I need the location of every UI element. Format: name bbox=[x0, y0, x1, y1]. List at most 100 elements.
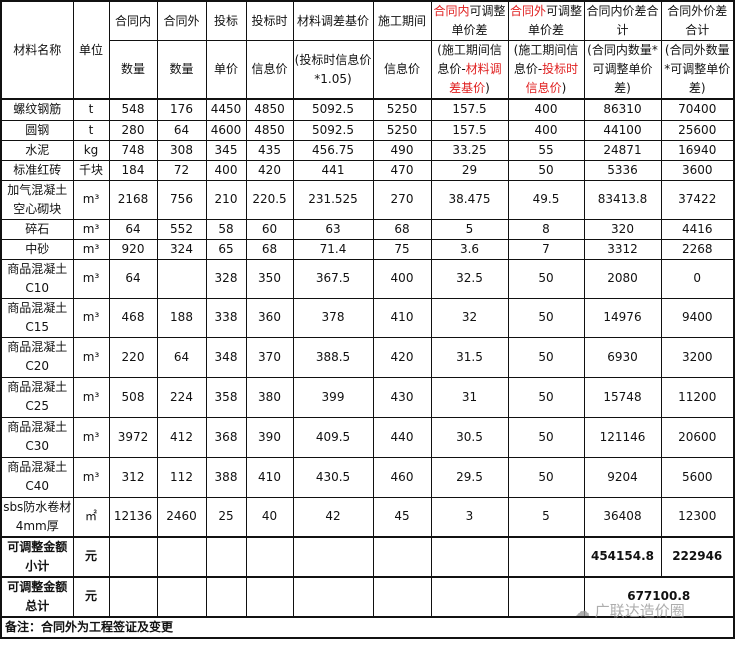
value-cell: 121146 bbox=[583, 416, 662, 458]
table-row: 中砂 m³ 920 324 65 68 71.4 75 3.6 7 3312 2268 bbox=[0, 238, 735, 260]
table-body: 螺纹钢筋 t 548 176 4450 4850 5092.5 5250 157.5 400 863… bbox=[0, 98, 735, 537]
unit-cell: m³ bbox=[72, 179, 110, 220]
value-cell: 224 bbox=[156, 376, 207, 418]
unit-cell: m³ bbox=[72, 416, 110, 458]
value-cell: 378 bbox=[292, 297, 374, 338]
value-cell: 31.5 bbox=[430, 336, 509, 378]
value-cell: 37422 bbox=[660, 179, 735, 220]
value-cell: 350 bbox=[245, 258, 294, 299]
value-cell: 64 bbox=[108, 218, 158, 240]
header-col: 投标时 bbox=[245, 0, 294, 41]
value-cell: 38.475 bbox=[430, 179, 509, 220]
value-cell: 50 bbox=[507, 336, 585, 378]
header-in-total-sub: (合同内数量*可调整单价差) bbox=[583, 40, 662, 100]
value-cell: 390 bbox=[245, 416, 294, 458]
value-cell: 50 bbox=[507, 376, 585, 418]
value-cell: 63 bbox=[292, 218, 374, 240]
value-cell: 5 bbox=[430, 218, 509, 240]
value-cell: 338 bbox=[205, 297, 247, 338]
value-cell: 29.5 bbox=[430, 456, 509, 498]
header-out-total: 合同外价差合计 bbox=[660, 0, 735, 41]
value-cell: 400 bbox=[507, 119, 585, 141]
value-cell: 12136 bbox=[108, 496, 158, 537]
value-cell: 220 bbox=[108, 336, 158, 378]
header-in-diff: 合同内可调整单价差 bbox=[430, 0, 509, 41]
value-cell: 430.5 bbox=[292, 456, 374, 498]
unit-cell: kg bbox=[72, 139, 110, 161]
value-cell: 3.6 bbox=[430, 238, 509, 260]
value-cell: 112 bbox=[156, 456, 207, 498]
value-cell: 86310 bbox=[583, 98, 662, 121]
material-name-cell: 水泥 bbox=[0, 139, 74, 161]
value-cell: 45 bbox=[372, 496, 432, 537]
value-cell: 368 bbox=[205, 416, 247, 458]
value-cell: 3200 bbox=[660, 336, 735, 378]
value-cell: 157.5 bbox=[430, 98, 509, 121]
header-col: 施工期间 bbox=[372, 0, 432, 41]
value-cell bbox=[156, 258, 207, 299]
value-cell: 65 bbox=[205, 238, 247, 260]
formula-red: 材料调差基价 bbox=[449, 62, 502, 95]
material-name-cell: 商品混凝土C20 bbox=[0, 336, 74, 378]
value-cell: 400 bbox=[507, 98, 585, 121]
value-cell: 348 bbox=[205, 336, 247, 378]
header-col: 合同内 bbox=[108, 0, 158, 41]
material-name-cell: 商品混凝土C15 bbox=[0, 297, 74, 338]
value-cell: 399 bbox=[292, 376, 374, 418]
value-cell: 280 bbox=[108, 119, 158, 141]
value-cell: 3972 bbox=[108, 416, 158, 458]
value-cell: 50 bbox=[507, 297, 585, 338]
value-cell: 324 bbox=[156, 238, 207, 260]
value-cell: 748 bbox=[108, 139, 158, 161]
value-cell: 9400 bbox=[660, 297, 735, 338]
header-col: 合同外 bbox=[156, 0, 207, 41]
value-cell: 50 bbox=[507, 159, 585, 181]
value-cell: 388 bbox=[205, 456, 247, 498]
value-cell: 370 bbox=[245, 336, 294, 378]
value-cell: 11200 bbox=[660, 376, 735, 418]
wechat-icon: ☁ bbox=[575, 602, 595, 620]
table-row: 商品混凝土C25 m³ 508 224 358 380 399 430 31 50 15748 112… bbox=[0, 376, 735, 418]
value-cell: 508 bbox=[108, 376, 158, 418]
material-name-cell: 商品混凝土C25 bbox=[0, 376, 74, 418]
header-material: 材料名称 bbox=[0, 0, 74, 100]
value-cell: 15748 bbox=[583, 376, 662, 418]
value-cell: 5 bbox=[507, 496, 585, 537]
value-cell: 231.525 bbox=[292, 179, 374, 220]
table-row: 圆钢 t 280 64 4600 4850 5092.5 5250 157.5 400 44100 2… bbox=[0, 119, 735, 141]
formula: (施工期间信息价- bbox=[513, 43, 579, 76]
value-cell: 412 bbox=[156, 416, 207, 458]
value-cell: 358 bbox=[205, 376, 247, 418]
value-cell: 360 bbox=[245, 297, 294, 338]
table-row: 商品混凝土C40 m³ 312 112 388 410 430.5 460 29.5 50 9204… bbox=[0, 456, 735, 498]
value-cell: 64 bbox=[156, 336, 207, 378]
unit-cell: m³ bbox=[72, 376, 110, 418]
unit-cell: t bbox=[72, 119, 110, 141]
note: 备注：合同外为工程签证及变更 bbox=[0, 615, 735, 638]
value-cell: 220.5 bbox=[245, 179, 294, 220]
value-cell: 25 bbox=[205, 496, 247, 537]
value-cell: 3312 bbox=[583, 238, 662, 260]
value-cell: 4450 bbox=[205, 98, 247, 121]
material-price-adjustment-table: 材料名称 单位 合同内 合同外 投标 投标时 材料调差基价 施工期间 合同内可调… bbox=[0, 0, 735, 639]
material-name-cell: 商品混凝土C10 bbox=[0, 258, 74, 299]
value-cell: 2168 bbox=[108, 179, 158, 220]
subtotal-in: 454154.8 bbox=[583, 535, 662, 577]
value-cell: 320 bbox=[583, 218, 662, 240]
total-value: 677100.8 bbox=[583, 575, 735, 617]
value-cell: 312 bbox=[108, 456, 158, 498]
value-cell: 420 bbox=[245, 159, 294, 181]
value-cell: 20600 bbox=[660, 416, 735, 458]
header-col-sub: (投标时信息价*1.05) bbox=[292, 40, 374, 100]
value-cell: 72 bbox=[156, 159, 207, 181]
value-cell: 430 bbox=[372, 376, 432, 418]
value-cell: 270 bbox=[372, 179, 432, 220]
formula-red: 投标时信息价 bbox=[525, 62, 579, 95]
header-col-sub: 单价 bbox=[205, 40, 247, 100]
value-cell: 548 bbox=[108, 98, 158, 121]
value-cell: 210 bbox=[205, 179, 247, 220]
value-cell: 40 bbox=[245, 496, 294, 537]
value-cell: 420 bbox=[372, 336, 432, 378]
header-out-diff-black: 可调整单价差 bbox=[527, 4, 583, 37]
header-in-total: 合同内价差合计 bbox=[583, 0, 662, 41]
